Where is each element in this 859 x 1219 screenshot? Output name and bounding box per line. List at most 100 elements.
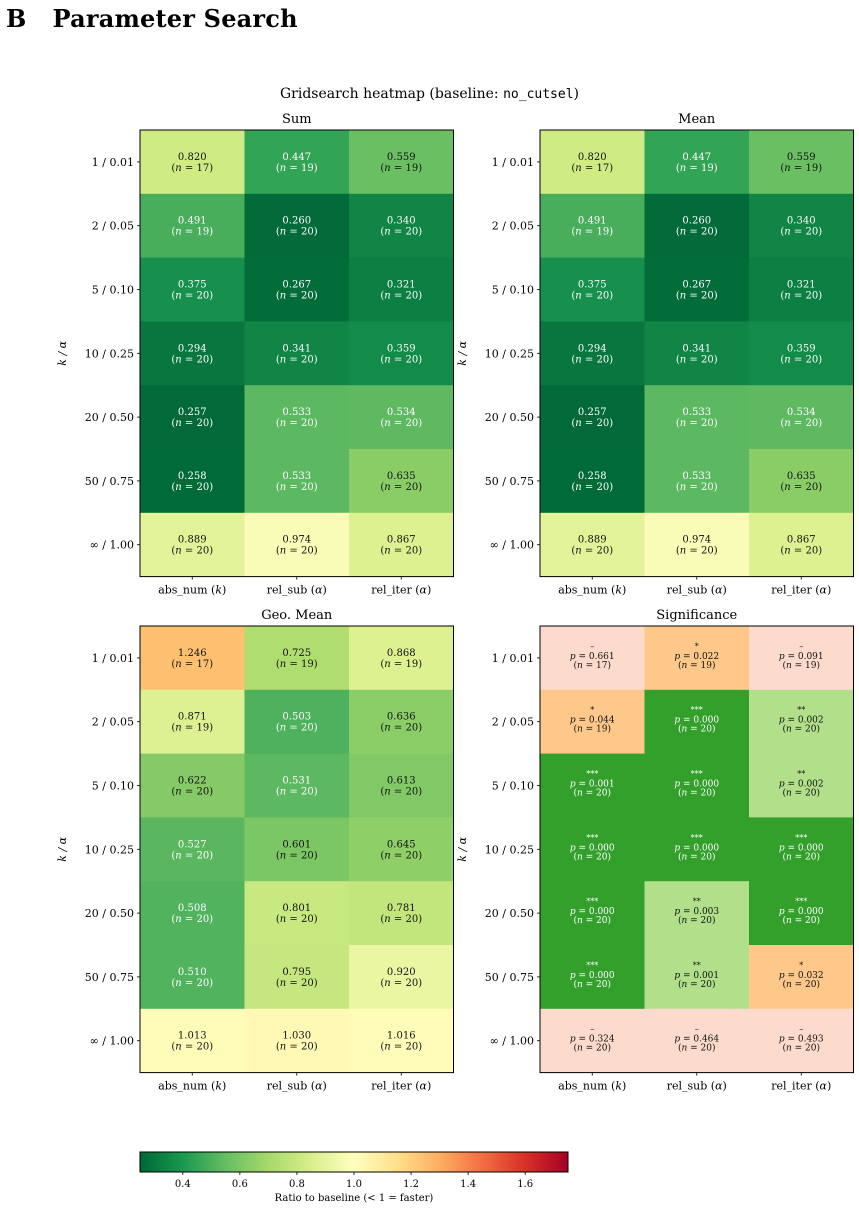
cell-value: 0.636 <box>387 712 416 723</box>
cell-pvalue: p = 0.661 <box>570 652 615 662</box>
y-tick-label: 20 / 0.50 <box>85 907 134 920</box>
heatmap-cell <box>349 385 454 450</box>
cell-n: (n = 20) <box>171 354 213 365</box>
cell-pvalue: p = 0.000 <box>674 716 719 726</box>
cell-value: 0.258 <box>178 471 207 482</box>
y-tick-label: 2 / 0.05 <box>492 716 534 729</box>
y-tick-label: 20 / 0.50 <box>85 411 134 424</box>
y-tick-label: 20 / 0.50 <box>485 411 534 424</box>
heatmap-cell <box>644 881 750 946</box>
heatmap-cell <box>349 817 454 882</box>
heatmap-cell <box>644 512 750 578</box>
heatmap-cell <box>540 449 645 514</box>
cell-n: (n = 20) <box>676 291 718 302</box>
x-tick-label: rel_sub (α) <box>267 1080 327 1093</box>
cell-n: (n = 20) <box>782 1043 820 1054</box>
cell-value: 0.534 <box>387 407 416 418</box>
cell-pvalue: p = 0.000 <box>570 907 615 917</box>
x-tick-label: abs_num (k) <box>558 1080 626 1093</box>
x-tick-label: rel_sub (α) <box>667 1080 727 1093</box>
cell-n: (n = 20) <box>676 418 718 429</box>
cell-value: 0.257 <box>578 407 607 418</box>
cell-stars: *** <box>586 897 598 906</box>
cell-n: (n = 20) <box>782 851 820 862</box>
cell-n: (n = 20) <box>276 914 318 925</box>
y-tick-label: 2 / 0.05 <box>492 220 534 233</box>
heatmap-cell <box>540 385 645 450</box>
x-tick-label: rel_iter (α) <box>771 584 831 597</box>
cell-pvalue: p = 0.324 <box>570 1035 615 1045</box>
cell-n: (n = 20) <box>573 788 611 799</box>
cell-value: 0.974 <box>682 535 711 546</box>
heatmap-cell <box>140 257 245 322</box>
y-tick-label: 5 / 0.10 <box>492 780 534 793</box>
cell-n: (n = 20) <box>780 546 822 557</box>
y-tick-label: 10 / 0.25 <box>85 347 134 360</box>
heatmap-cell <box>244 130 350 195</box>
cell-n: (n = 20) <box>171 787 213 798</box>
cell-n: (n = 20) <box>780 291 822 302</box>
heatmap-cell <box>140 321 245 386</box>
heatmap-cell <box>244 512 350 578</box>
cell-value: 0.725 <box>282 648 311 659</box>
heatmap-cell <box>140 753 245 818</box>
cell-n: (n = 19) <box>780 163 822 174</box>
y-tick-label: 10 / 0.25 <box>485 843 534 856</box>
heatmap-cell <box>749 130 854 195</box>
heatmap-cell <box>244 193 350 259</box>
heatmap-cell <box>244 385 350 450</box>
cell-n: (n = 20) <box>171 914 213 925</box>
y-tick-label: ∞ / 1.00 <box>90 539 134 552</box>
cell-n: (n = 20) <box>678 979 716 990</box>
heatmap-cell <box>140 449 245 514</box>
colorbar-tick-label: 1.0 <box>346 1179 362 1190</box>
heatmap-cell <box>244 626 350 691</box>
heatmap-cell <box>644 385 750 450</box>
cell-pvalue: p = 0.002 <box>779 716 824 726</box>
colorbar-tick-label: 0.4 <box>175 1179 191 1190</box>
cell-value: 0.359 <box>787 343 816 354</box>
cell-value: 0.257 <box>178 407 207 418</box>
heatmap-cell <box>349 881 454 946</box>
cell-n: (n = 20) <box>276 546 318 557</box>
heatmap-cell <box>244 817 350 882</box>
cell-stars: – <box>799 642 803 651</box>
heatmap-cell <box>644 817 750 882</box>
x-tick-label: rel_sub (α) <box>267 584 327 597</box>
heatmap-cell <box>644 449 750 514</box>
colorbar-label: Ratio to baseline (< 1 = faster) <box>275 1193 434 1204</box>
cell-value: 0.508 <box>178 903 207 914</box>
cell-stars: *** <box>795 833 807 842</box>
cell-n: (n = 20) <box>171 978 213 989</box>
x-tick-label: rel_iter (α) <box>371 1080 431 1093</box>
cell-stars: * <box>695 642 699 651</box>
y-axis-label: k / α <box>56 836 69 861</box>
cell-value: 0.795 <box>282 967 311 978</box>
cell-value: 0.294 <box>178 343 207 354</box>
heatmap-cell <box>540 257 645 322</box>
cell-n: (n = 20) <box>276 482 318 493</box>
cell-pvalue: p = 0.464 <box>674 1035 719 1045</box>
cell-n: (n = 20) <box>276 787 318 798</box>
cell-value: 0.533 <box>282 471 311 482</box>
cell-n: (n = 20) <box>571 354 613 365</box>
cell-value: 0.781 <box>387 903 416 914</box>
y-tick-label: 5 / 0.10 <box>92 284 134 297</box>
cell-stars: *** <box>586 833 598 842</box>
heatmap-cell <box>540 512 645 578</box>
heatmap-cell <box>244 1008 350 1074</box>
cell-stars: – <box>590 1025 594 1034</box>
y-tick-label: ∞ / 1.00 <box>90 1035 134 1048</box>
cell-n: (n = 19) <box>380 163 422 174</box>
cell-stars: ** <box>693 897 701 906</box>
cell-pvalue: p = 0.493 <box>779 1035 824 1045</box>
cell-n: (n = 20) <box>380 723 422 734</box>
y-tick-label: 50 / 0.75 <box>485 475 534 488</box>
heatmap-cell <box>244 753 350 818</box>
colorbar: 0.4 0.6 0.8 1.0 1.2 1.4 1.6 Ratio to baseline (… <box>139 1151 569 1204</box>
cell-stars: *** <box>691 770 703 779</box>
heatmap-cell <box>349 130 454 195</box>
heatmap-cell <box>244 449 350 514</box>
